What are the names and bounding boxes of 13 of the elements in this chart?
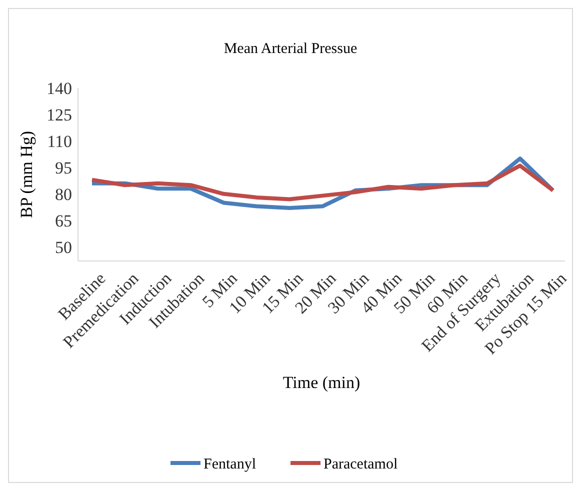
chart-title: Mean Arterial Pressue (224, 41, 358, 57)
y-tick-label: 110 (47, 132, 72, 151)
y-tick-label: 95 (55, 158, 72, 178)
y-tick-label: 140 (46, 78, 72, 98)
legend-label: Paracetamol (324, 456, 398, 472)
legend-label: Fentanyl (204, 456, 256, 472)
x-axis-title: Time (min) (282, 373, 360, 392)
y-tick-label: 80 (55, 184, 72, 204)
y-tick-label: 125 (46, 105, 72, 124)
line-series (90, 164, 555, 202)
y-tick-label: 65 (55, 211, 72, 230)
y-axis-title: BP (mm Hg) (17, 130, 36, 218)
y-tick-label: 50 (55, 238, 72, 257)
